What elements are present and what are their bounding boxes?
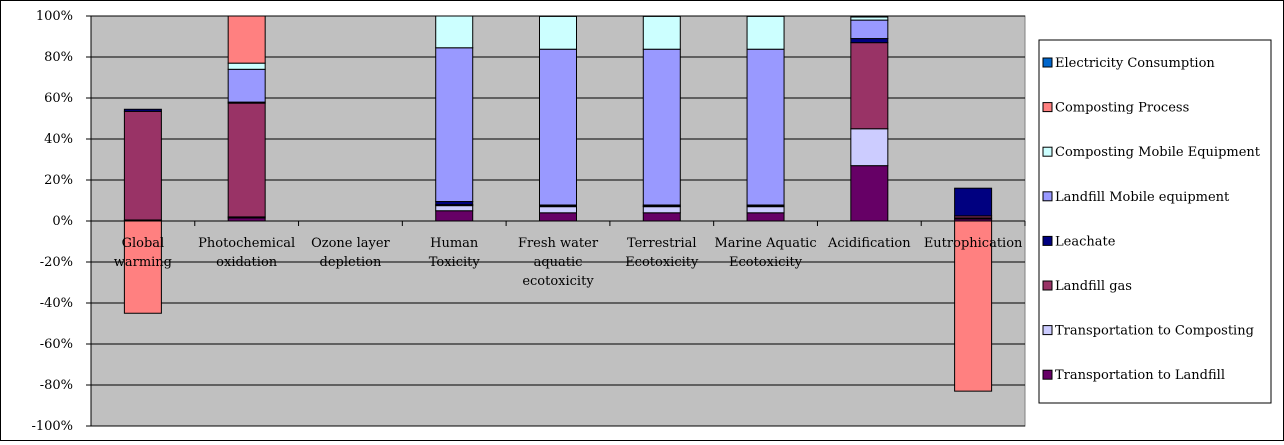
legend-label: Landfill gas bbox=[1055, 279, 1132, 294]
y-tick-label: 100% bbox=[36, 9, 73, 24]
y-tick-label: 0% bbox=[52, 214, 73, 229]
legend-label: Transportation to Composting bbox=[1055, 324, 1254, 339]
bar-segment-transportation-to-composting bbox=[746, 206, 785, 214]
bar-segment-composting-process bbox=[227, 15, 266, 64]
x-tick-label: Ozone layer depletion bbox=[311, 236, 390, 270]
bar-segment-transportation-to-composting bbox=[850, 128, 889, 167]
y-tick-label: 60% bbox=[44, 91, 73, 106]
y-tick-label: -40% bbox=[40, 296, 73, 311]
legend-swatch-leachate bbox=[1042, 235, 1053, 246]
bar-segment-landfill-mobile-equipment bbox=[746, 48, 785, 206]
x-tick-label: Acidification bbox=[827, 236, 911, 251]
bar-segment-composting-process bbox=[123, 220, 162, 314]
bar-segment-composting-mobile-equipment bbox=[746, 15, 785, 50]
x-tick-label: Fresh water aquatic ecotoxicity bbox=[518, 236, 599, 289]
y-tick-label: -60% bbox=[40, 337, 73, 352]
bar-segment-composting-mobile-equipment bbox=[227, 62, 266, 70]
legend-label: Composting Mobile Equipment bbox=[1055, 145, 1261, 160]
legend-box bbox=[1038, 39, 1272, 404]
bar-segment-landfill-gas bbox=[123, 110, 162, 221]
bar-segment-landfill-mobile-equipment bbox=[539, 48, 577, 206]
x-tick-label: Human Toxicity bbox=[429, 236, 481, 270]
y-tick-label: -20% bbox=[40, 255, 73, 270]
x-tick-label: Marine Aquatic Ecotoxicity bbox=[714, 236, 816, 270]
bar-segment-transportation-to-composting bbox=[642, 206, 681, 214]
y-tick-label: -80% bbox=[40, 378, 73, 393]
bar-segment-landfill-mobile-equipment bbox=[227, 68, 266, 103]
x-tick-label: Global warming bbox=[114, 236, 172, 270]
bar-segment-transportation-to-composting bbox=[435, 205, 474, 212]
bar-segment-transportation-to-landfill bbox=[850, 165, 889, 222]
legend-swatch-composting-process bbox=[1042, 102, 1053, 113]
bar-segment-landfill-gas bbox=[227, 102, 266, 218]
bar-segment-landfill-mobile-equipment bbox=[435, 47, 474, 203]
bar-segment-transportation-to-landfill bbox=[746, 212, 785, 222]
legend-swatch-transportation-to-landfill bbox=[1042, 369, 1053, 380]
bar-segment-composting-mobile-equipment bbox=[642, 15, 681, 50]
x-tick-label: Terrestrial Ecotoxicity bbox=[625, 236, 699, 270]
y-tick-label: 80% bbox=[44, 50, 73, 65]
legend-swatch-transportation-to-composting bbox=[1042, 325, 1053, 336]
legend-label: Leachate bbox=[1055, 234, 1116, 249]
bar-segment-leachate bbox=[850, 38, 889, 44]
y-tick-label: 40% bbox=[44, 132, 73, 147]
x-tick-label: Photochemical oxidation bbox=[198, 236, 295, 270]
y-tick-label: -100% bbox=[31, 419, 73, 434]
bar-segment-leachate bbox=[123, 108, 162, 112]
legend-swatch-electricity-consumption bbox=[1042, 57, 1053, 68]
bar-segment-composting-mobile-equipment bbox=[850, 16, 889, 21]
bar-segment-landfill-gas bbox=[850, 42, 889, 130]
legend-swatch-composting-mobile-equipment bbox=[1042, 146, 1053, 157]
bar-segment-landfill-mobile-equipment bbox=[642, 48, 681, 206]
legend-label: Electricity Consumption bbox=[1055, 56, 1215, 71]
bar-segment-landfill-mobile-equipment bbox=[850, 19, 889, 40]
legend-label: Composting Process bbox=[1055, 101, 1189, 116]
bar-segment-composting-mobile-equipment bbox=[539, 15, 577, 50]
bar-segment-leachate bbox=[954, 187, 993, 217]
legend-swatch-landfill-mobile-equipment bbox=[1042, 191, 1053, 202]
bar-segment-transportation-to-landfill bbox=[539, 212, 577, 222]
bar-segment-transportation-to-landfill bbox=[642, 212, 681, 222]
legend-label: Landfill Mobile equipment bbox=[1055, 190, 1230, 205]
bar-segment-transportation-to-composting bbox=[539, 206, 577, 214]
bar-segment-transportation-to-landfill bbox=[435, 210, 474, 222]
y-tick-label: 20% bbox=[44, 173, 73, 188]
legend-swatch-landfill-gas bbox=[1042, 280, 1053, 291]
legend-label: Transportation to Landfill bbox=[1055, 368, 1225, 383]
x-tick-label: Eutrophication bbox=[924, 236, 1023, 251]
bar-segment-composting-mobile-equipment bbox=[435, 15, 474, 49]
